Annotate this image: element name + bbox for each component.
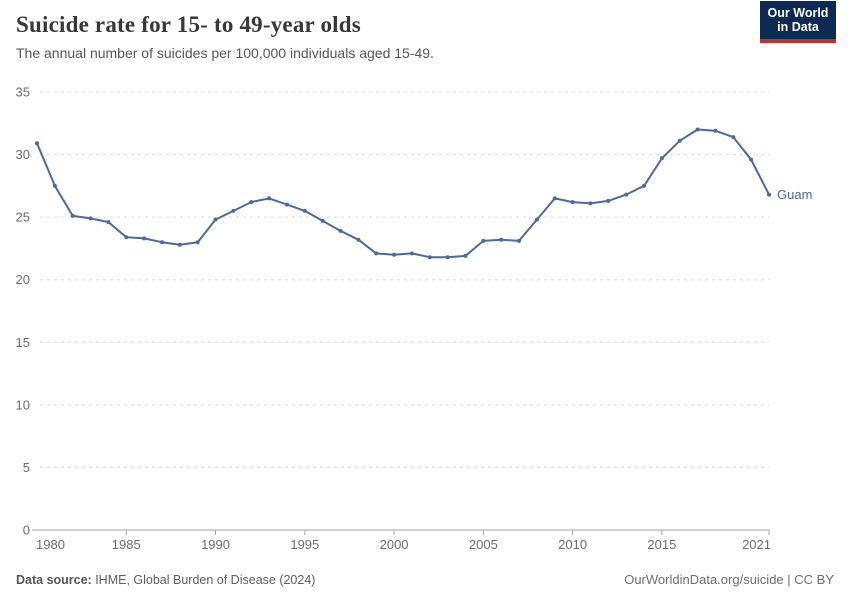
data-point[interactable]	[695, 127, 700, 132]
data-point[interactable]	[142, 236, 147, 241]
data-point[interactable]	[106, 220, 111, 225]
data-point[interactable]	[731, 135, 736, 140]
data-point[interactable]	[177, 242, 182, 247]
data-point[interactable]	[35, 141, 39, 146]
y-tick-label: 20	[16, 272, 30, 287]
data-point[interactable]	[588, 201, 593, 206]
x-tick-label: 1990	[201, 537, 230, 552]
x-tick-label: 2005	[469, 537, 498, 552]
owid-logo[interactable]: Our World in Data	[760, 1, 836, 43]
chart-footer: Data source: IHME, Global Burden of Dise…	[16, 572, 834, 587]
data-point[interactable]	[320, 218, 325, 223]
chart-header: Suicide rate for 15- to 49-year olds The…	[16, 12, 834, 61]
y-tick-label: 10	[16, 397, 30, 412]
data-point[interactable]	[445, 255, 450, 260]
data-point[interactable]	[570, 200, 575, 205]
data-point[interactable]	[767, 192, 771, 197]
data-point[interactable]	[70, 213, 75, 218]
data-point[interactable]	[463, 253, 468, 258]
y-tick-label: 15	[16, 335, 30, 350]
data-point[interactable]	[213, 217, 218, 222]
y-tick-label: 5	[23, 460, 30, 475]
data-point[interactable]	[285, 202, 289, 207]
data-point[interactable]	[517, 238, 521, 243]
data-point[interactable]	[677, 138, 682, 143]
y-tick-label: 25	[16, 210, 30, 225]
y-tick-label: 0	[23, 523, 30, 538]
owid-logo-line1: Our World	[767, 6, 829, 20]
owid-logo-line2: in Data	[777, 20, 819, 35]
data-point[interactable]	[267, 196, 272, 201]
series-end-label[interactable]: Guam	[777, 187, 812, 202]
data-point[interactable]	[606, 198, 611, 203]
data-point[interactable]	[88, 216, 93, 221]
data-point[interactable]	[392, 252, 397, 257]
data-line[interactable]	[36, 128, 770, 259]
data-point[interactable]	[642, 183, 646, 188]
data-point[interactable]	[302, 208, 307, 213]
x-tick-label: 2015	[647, 537, 676, 552]
x-tick-label: 1985	[112, 537, 141, 552]
data-point[interactable]	[409, 251, 414, 256]
x-tick-label: 2010	[558, 537, 587, 552]
data-point[interactable]	[659, 156, 664, 161]
data-point[interactable]	[338, 228, 343, 233]
data-point[interactable]	[749, 157, 754, 162]
data-point[interactable]	[231, 208, 236, 213]
data-point[interactable]	[160, 240, 164, 245]
x-tick-label: 2000	[380, 537, 409, 552]
data-point[interactable]	[249, 200, 254, 205]
data-point[interactable]	[427, 255, 432, 260]
data-point[interactable]	[374, 251, 379, 256]
data-source: Data source: IHME, Global Burden of Dise…	[16, 573, 315, 587]
data-point[interactable]	[534, 217, 539, 222]
chart-title: Suicide rate for 15- to 49-year olds	[16, 12, 361, 37]
data-point[interactable]	[52, 183, 57, 188]
x-tick-label: 2021	[742, 537, 771, 552]
data-point[interactable]	[499, 237, 504, 242]
y-tick-label: 30	[16, 147, 30, 162]
x-tick-label: 1980	[36, 537, 65, 552]
data-point[interactable]	[195, 240, 200, 245]
data-point[interactable]	[356, 237, 361, 242]
data-source-text: IHME, Global Burden of Disease (2024)	[91, 573, 316, 587]
data-source-label: Data source:	[16, 573, 92, 587]
rights-link[interactable]: OurWorldinData.org/suicide | CC BY	[624, 572, 834, 587]
data-point[interactable]	[713, 128, 718, 133]
y-tick-label: 35	[16, 85, 30, 100]
chart-subtitle: The annual number of suicides per 100,00…	[16, 45, 434, 61]
x-tick-label: 1995	[290, 537, 319, 552]
data-point[interactable]	[552, 196, 557, 201]
data-point[interactable]	[624, 192, 629, 197]
data-point[interactable]	[124, 235, 129, 240]
data-point[interactable]	[481, 238, 486, 243]
